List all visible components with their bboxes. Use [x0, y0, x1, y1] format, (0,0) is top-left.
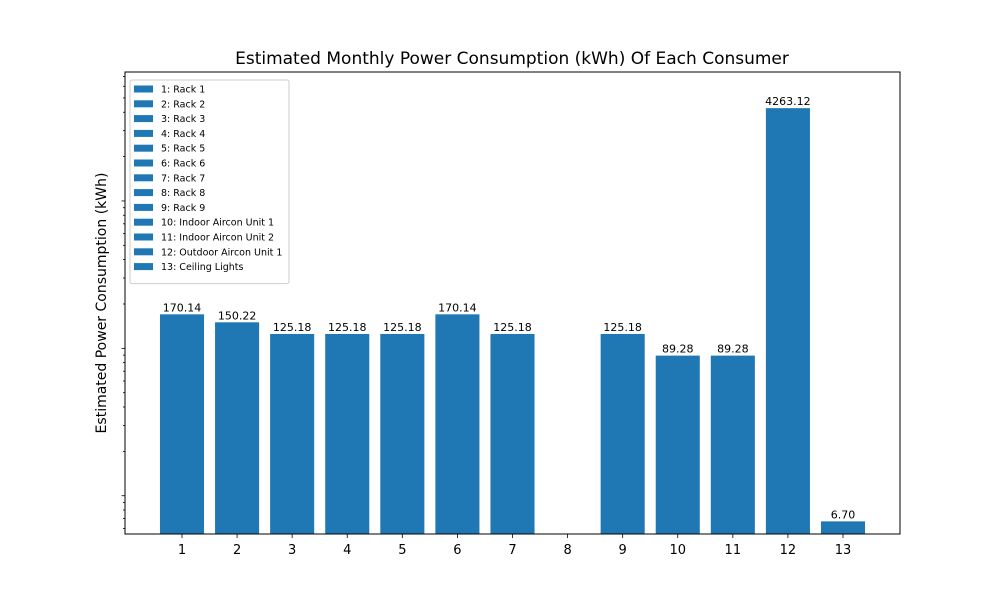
- data-label: 125.18: [383, 321, 422, 334]
- data-label: 150.22: [218, 309, 257, 322]
- data-label: 89.28: [717, 343, 749, 356]
- legend-entry: 11: Indoor Aircon Unit 2: [161, 233, 274, 244]
- data-label: 89.28: [662, 343, 694, 356]
- y-axis-ticks: [121, 76, 125, 529]
- x-tick-label: 13: [835, 543, 852, 558]
- data-label: 6.70: [831, 508, 856, 521]
- x-tick-label: 1: [178, 543, 186, 558]
- data-label: 125.18: [328, 321, 367, 334]
- legend-entry: 7: Rack 7: [161, 173, 205, 184]
- legend-entry: 3: Rack 3: [161, 114, 205, 125]
- legend-swatch: [134, 248, 153, 256]
- x-tick-label: 9: [619, 543, 627, 558]
- bar: [159, 314, 205, 534]
- data-label: 170.14: [438, 301, 477, 314]
- legend-entry: 13: Ceiling Lights: [161, 262, 243, 273]
- data-label: 125.18: [493, 321, 532, 334]
- legend-entry: 2: Rack 2: [161, 99, 205, 110]
- chart-title: Estimated Monthly Power Consumption (kWh…: [235, 49, 789, 69]
- bar: [325, 333, 370, 534]
- x-tick-label: 10: [669, 543, 686, 558]
- legend-swatch: [134, 218, 153, 226]
- legend-swatch: [134, 144, 153, 152]
- x-tick-label: 3: [288, 543, 296, 558]
- x-axis-ticks: 1 2 3 4 5 6 7 8 9 10 11 12 13: [178, 534, 851, 558]
- x-tick-label: 2: [233, 543, 241, 558]
- legend: 1: Rack 1 2: Rack 2 3: Rack 3 4: Rack 4 5: R…: [129, 79, 290, 285]
- bar: [215, 322, 260, 534]
- legend-swatch: [134, 115, 153, 123]
- legend-entry: 10: Indoor Aircon Unit 1: [161, 218, 274, 229]
- x-tick-label: 8: [563, 543, 571, 558]
- y-axis-label: Estimated Power Consumption (kWh): [94, 173, 110, 434]
- bar: [820, 521, 866, 534]
- data-label: 170.14: [163, 301, 202, 314]
- x-tick-label: 4: [343, 543, 351, 558]
- bar: [270, 333, 315, 534]
- legend-entry: 8: Rack 8: [161, 188, 205, 199]
- x-tick-label: 7: [508, 543, 516, 558]
- legend-entry: 12: Outdoor Aircon Unit 1: [161, 247, 282, 258]
- data-label: 125.18: [273, 321, 312, 334]
- bar: [435, 314, 480, 534]
- plot-frame: [124, 71, 901, 535]
- bar: [710, 355, 755, 534]
- legend-swatch: [134, 159, 153, 167]
- legend-swatch: [134, 174, 153, 182]
- x-tick-label: 12: [780, 543, 797, 558]
- bar: [765, 108, 810, 534]
- data-label: 125.18: [603, 321, 642, 334]
- bar: [600, 333, 645, 534]
- bar: [380, 333, 425, 534]
- legend-entry: 1: Rack 1: [161, 85, 205, 96]
- x-tick-label: 11: [725, 543, 742, 558]
- data-labels-group: 170.14 150.22 125.18 125.18 125.18 170.14 125.…: [163, 95, 856, 521]
- legend-entry: 4: Rack 4: [161, 129, 205, 140]
- legend-swatch: [134, 100, 153, 108]
- bars-group: [159, 108, 866, 534]
- legend-entry: 5: Rack 5: [161, 144, 205, 155]
- x-tick-label: 5: [398, 543, 406, 558]
- legend-swatch: [134, 189, 153, 197]
- data-label: 4263.12: [765, 95, 811, 108]
- x-tick-label: 6: [453, 543, 461, 558]
- legend-box: [129, 79, 290, 285]
- legend-entry: 9: Rack 9: [161, 203, 205, 214]
- bar: [490, 333, 535, 534]
- bar: [655, 355, 700, 534]
- legend-swatch: [134, 129, 153, 137]
- legend-entry: 6: Rack 6: [161, 159, 205, 170]
- legend-swatch: [134, 263, 153, 271]
- legend-swatch: [134, 203, 153, 211]
- legend-swatch: [134, 85, 153, 93]
- legend-swatch: [134, 233, 153, 241]
